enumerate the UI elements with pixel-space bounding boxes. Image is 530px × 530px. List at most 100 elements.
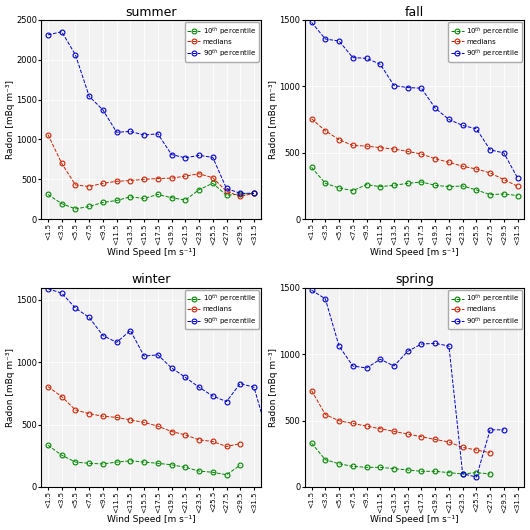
medians — [155, 175, 161, 182]
$90^{th}$ percentile — [196, 384, 202, 391]
$10^{th}$ percentile — [460, 471, 466, 477]
medians — [391, 428, 397, 435]
$90^{th}$ percentile — [155, 131, 161, 137]
$90^{th}$ percentile — [127, 128, 134, 135]
medians — [141, 419, 147, 426]
Legend: $10^{th}$ percentile, medians, $90^{th}$ percentile: $10^{th}$ percentile, medians, $90^{th}$… — [448, 22, 523, 61]
$10^{th}$ percentile — [404, 180, 411, 187]
$90^{th}$ percentile — [515, 175, 521, 181]
$90^{th}$ percentile — [169, 152, 175, 158]
$90^{th}$ percentile — [72, 51, 78, 58]
$10^{th}$ percentile — [487, 471, 493, 477]
medians — [377, 145, 383, 151]
medians — [460, 444, 466, 450]
$10^{th}$ percentile — [155, 191, 161, 198]
$10^{th}$ percentile — [237, 462, 243, 469]
$10^{th}$ percentile — [350, 188, 356, 194]
medians — [182, 432, 189, 438]
medians — [350, 420, 356, 427]
medians — [350, 142, 356, 148]
$90^{th}$ percentile — [100, 332, 106, 339]
$90^{th}$ percentile — [391, 363, 397, 369]
medians — [473, 447, 480, 453]
$90^{th}$ percentile — [487, 147, 493, 153]
$90^{th}$ percentile — [209, 393, 216, 399]
$90^{th}$ percentile — [446, 116, 452, 122]
$90^{th}$ percentile — [45, 32, 51, 38]
medians — [501, 176, 507, 183]
medians — [251, 190, 257, 197]
$90^{th}$ percentile — [264, 431, 271, 438]
$10^{th}$ percentile — [209, 180, 216, 187]
$90^{th}$ percentile — [487, 427, 493, 433]
$90^{th}$ percentile — [404, 348, 411, 355]
$90^{th}$ percentile — [141, 353, 147, 359]
$10^{th}$ percentile — [155, 460, 161, 466]
medians — [58, 160, 65, 166]
$10^{th}$ percentile — [446, 470, 452, 476]
$90^{th}$ percentile — [182, 374, 189, 381]
medians — [418, 434, 425, 440]
$10^{th}$ percentile — [141, 195, 147, 201]
$10^{th}$ percentile — [418, 468, 425, 474]
$10^{th}$ percentile — [487, 191, 493, 198]
$10^{th}$ percentile — [86, 460, 92, 466]
Title: winter: winter — [131, 273, 171, 286]
$90^{th}$ percentile — [278, 438, 285, 445]
$10^{th}$ percentile — [169, 195, 175, 201]
medians — [141, 176, 147, 182]
medians — [86, 183, 92, 190]
medians — [391, 146, 397, 152]
medians — [100, 413, 106, 419]
$90^{th}$ percentile — [308, 287, 315, 293]
$10^{th}$ percentile — [364, 181, 370, 188]
Line: $10^{th}$ percentile: $10^{th}$ percentile — [309, 165, 520, 198]
Title: fall: fall — [405, 5, 424, 19]
$10^{th}$ percentile — [113, 197, 120, 204]
$10^{th}$ percentile — [350, 463, 356, 470]
medians — [446, 439, 452, 445]
$10^{th}$ percentile — [473, 470, 480, 476]
$10^{th}$ percentile — [432, 182, 438, 189]
$10^{th}$ percentile — [391, 465, 397, 472]
medians — [209, 174, 216, 181]
medians — [113, 414, 120, 421]
$10^{th}$ percentile — [308, 440, 315, 446]
medians — [473, 166, 480, 172]
Line: $90^{th}$ percentile: $90^{th}$ percentile — [309, 288, 506, 480]
$10^{th}$ percentile — [72, 206, 78, 212]
$10^{th}$ percentile — [377, 183, 383, 190]
X-axis label: Wind Speed [m s⁻¹]: Wind Speed [m s⁻¹] — [370, 248, 459, 257]
$10^{th}$ percentile — [45, 442, 51, 448]
Title: spring: spring — [395, 273, 434, 286]
$90^{th}$ percentile — [113, 339, 120, 346]
medians — [446, 159, 452, 165]
Y-axis label: Radon [mBq m⁻³]: Radon [mBq m⁻³] — [5, 348, 14, 427]
$10^{th}$ percentile — [223, 192, 229, 198]
$90^{th}$ percentile — [350, 55, 356, 61]
$10^{th}$ percentile — [336, 185, 342, 191]
$90^{th}$ percentile — [460, 471, 466, 477]
$10^{th}$ percentile — [237, 191, 243, 197]
$90^{th}$ percentile — [391, 82, 397, 89]
medians — [155, 423, 161, 429]
$10^{th}$ percentile — [100, 461, 106, 467]
$90^{th}$ percentile — [308, 19, 315, 25]
$90^{th}$ percentile — [251, 190, 257, 197]
$10^{th}$ percentile — [100, 199, 106, 206]
medians — [336, 137, 342, 143]
X-axis label: Wind Speed [m s⁻¹]: Wind Speed [m s⁻¹] — [107, 248, 195, 257]
$90^{th}$ percentile — [155, 351, 161, 358]
$90^{th}$ percentile — [364, 55, 370, 61]
Line: $90^{th}$ percentile: $90^{th}$ percentile — [46, 286, 298, 455]
$90^{th}$ percentile — [100, 107, 106, 113]
$10^{th}$ percentile — [418, 179, 425, 185]
medians — [487, 449, 493, 456]
medians — [308, 116, 315, 122]
$90^{th}$ percentile — [418, 341, 425, 347]
Y-axis label: Radon [mBq m⁻³]: Radon [mBq m⁻³] — [269, 348, 278, 427]
medians — [322, 128, 329, 134]
$10^{th}$ percentile — [182, 464, 189, 471]
medians — [404, 148, 411, 155]
medians — [196, 171, 202, 177]
